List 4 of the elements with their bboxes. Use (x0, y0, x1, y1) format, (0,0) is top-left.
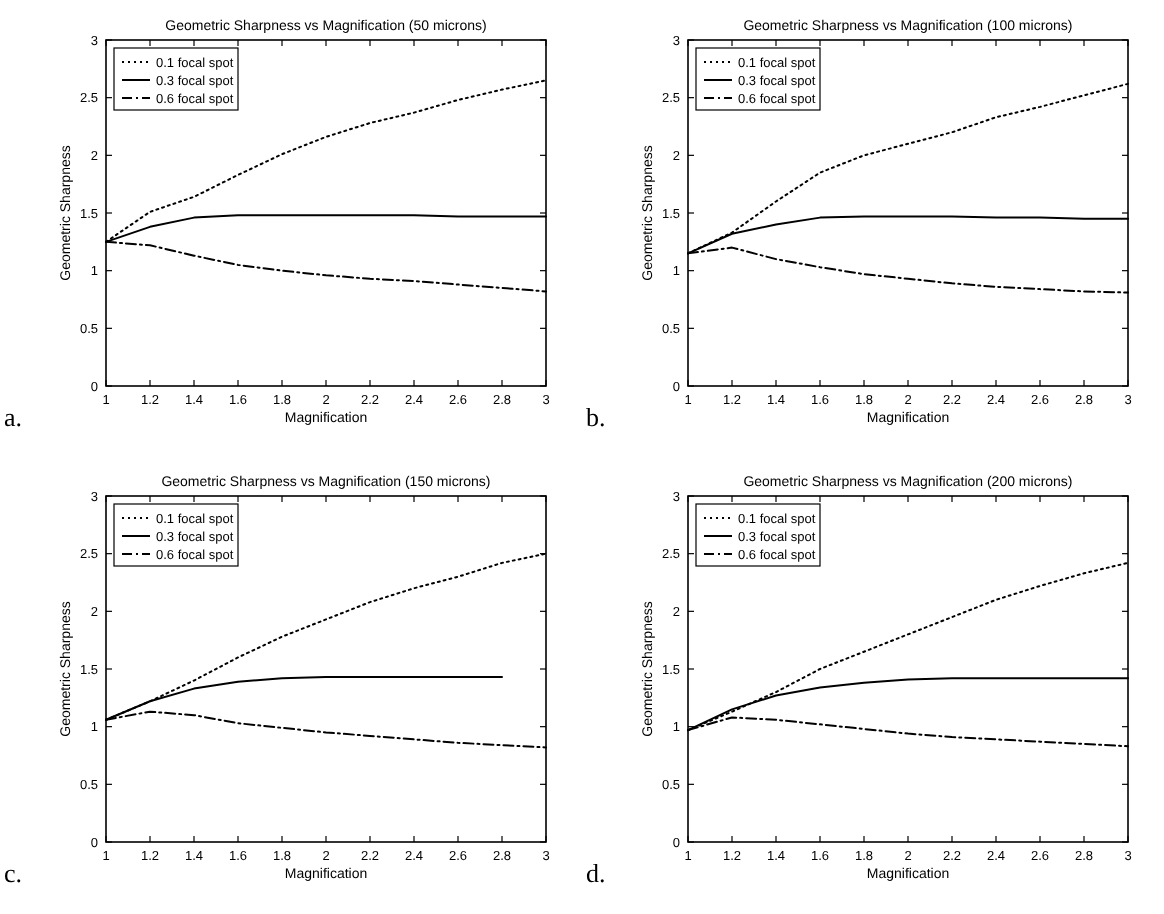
text: a. (4, 402, 23, 432)
text: d. (586, 858, 606, 888)
text: b. (586, 402, 606, 432)
text: c. (4, 858, 23, 888)
